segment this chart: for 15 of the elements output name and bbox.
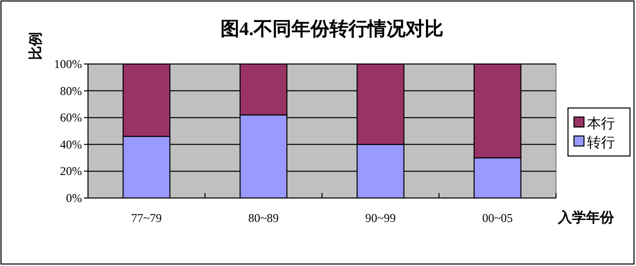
y-tick-label: 100% <box>54 57 82 71</box>
x-tick-label: 00~05 <box>482 211 513 225</box>
legend-label: 转行 <box>587 135 615 151</box>
chart-title: 图4.不同年份转行情况对比 <box>220 18 444 40</box>
y-tick-label: 0% <box>66 191 82 205</box>
y-axis-title: 比例 <box>28 32 44 60</box>
x-tick-label: 90~99 <box>365 211 396 225</box>
x-tick-label: 80~89 <box>248 211 279 225</box>
y-tick-label: 60% <box>60 110 82 125</box>
y-tick-label: 20% <box>60 164 82 178</box>
x-axis-title: 入学年份 <box>557 210 615 226</box>
y-tick-label: 40% <box>60 137 82 152</box>
x-tick-label: 77~79 <box>131 211 162 225</box>
legend-label: 本行 <box>587 116 615 132</box>
y-tick-label: 80% <box>60 84 82 98</box>
